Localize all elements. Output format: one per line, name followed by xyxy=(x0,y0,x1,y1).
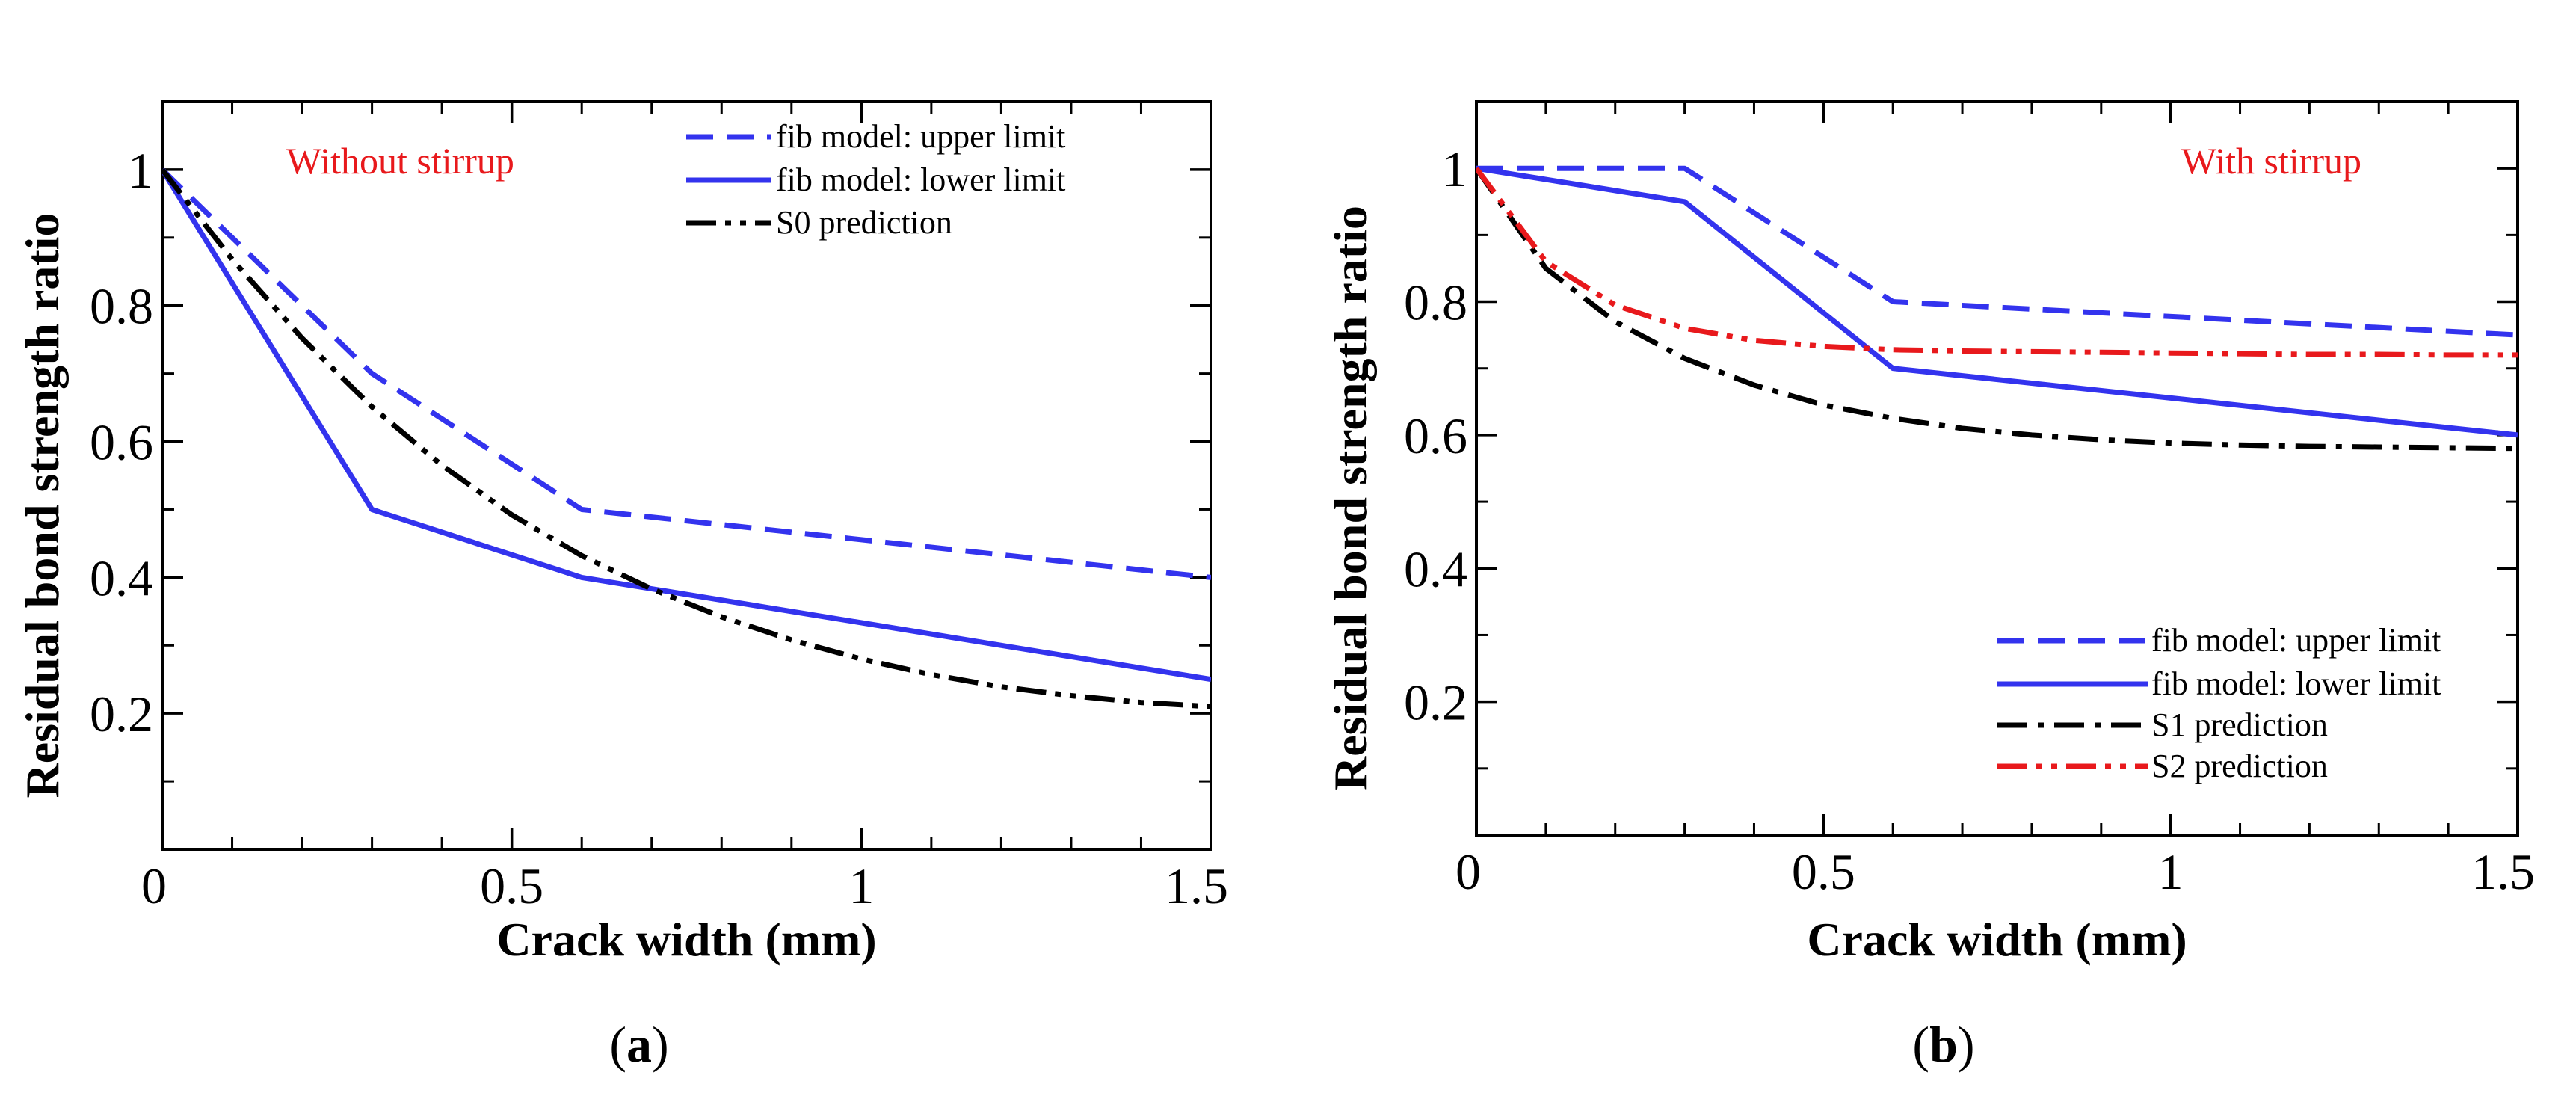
plot-frame-b xyxy=(1475,100,2519,837)
y-tick-label: 0.6 xyxy=(90,414,153,471)
series-line-s2-prediction xyxy=(1476,167,2518,358)
x-tick-label: 0.5 xyxy=(1792,843,1855,900)
panel-label-close-paren: ) xyxy=(1958,1016,1975,1073)
x-axis-title: Crack width (mm) xyxy=(1807,913,2187,966)
legend-label: fib model: upper limit xyxy=(2151,622,2441,659)
y-tick-label: 0.8 xyxy=(90,278,153,335)
legend-a: fib model: upper limit fib model: lower l… xyxy=(686,118,1065,241)
legend-label: fib model: upper limit xyxy=(776,118,1065,155)
y-axis-title: Residual bond strength ratio xyxy=(16,213,69,798)
series-line-s0-prediction xyxy=(162,167,1211,709)
panel-label-close-paren: ) xyxy=(652,1016,669,1073)
y-tick-label: 0.8 xyxy=(1404,274,1467,331)
y-tick-label: 1 xyxy=(128,142,153,199)
x-tick-label: 1 xyxy=(848,858,874,914)
x-tick-label: 1.5 xyxy=(1165,858,1228,914)
series-line-fib-model-upper-limit xyxy=(1476,165,2518,338)
panel-label-letter: b xyxy=(1929,1016,1958,1073)
legend-label: fib model: lower limit xyxy=(2151,665,2441,702)
panel-label: (a) xyxy=(609,1016,668,1073)
x-tick-label: 0 xyxy=(141,858,167,914)
legend-label: S0 prediction xyxy=(776,204,952,241)
y-tick-label: 0.2 xyxy=(1404,674,1467,731)
legend-label: fib model: lower limit xyxy=(776,161,1065,198)
y-tick-label: 0.2 xyxy=(90,686,153,742)
x-tick-label: 1.5 xyxy=(2471,843,2535,900)
panel-label: (b) xyxy=(1912,1016,1974,1073)
panel-label-open-paren: ( xyxy=(1912,1016,1929,1073)
chart-panel-b: 0 0.5 1 1.5 0.2 0.4 0.6 0.8 1 Crack width (mm) Res… xyxy=(1324,100,2535,1073)
series-line-fib-model-lower-limit xyxy=(1476,165,2518,438)
y-axis-title: Residual bond strength ratio xyxy=(1324,206,1377,791)
x-tick-label: 1 xyxy=(2158,843,2184,900)
panel-label-letter: a xyxy=(626,1016,652,1073)
x-tick-label: 0.5 xyxy=(480,858,543,914)
panel-annotation: Without stirrup xyxy=(286,140,514,182)
y-tick-label: 0.6 xyxy=(1404,407,1467,464)
series-line-fib-model-lower-limit xyxy=(162,168,1211,683)
panel-annotation: With stirrup xyxy=(2181,140,2361,182)
legend-label: S2 prediction xyxy=(2151,748,2328,784)
x-tick-label: 0 xyxy=(1455,843,1481,900)
y-tick-label: 1 xyxy=(1442,141,1467,197)
y-tick-label: 0.4 xyxy=(1404,541,1467,597)
series-line-fib-model-upper-limit xyxy=(162,167,1211,580)
plot-frame-a xyxy=(161,100,1212,851)
legend-b: fib model: upper limit fib model: lower l… xyxy=(1997,622,2441,784)
legend-label: S1 prediction xyxy=(2151,706,2328,743)
y-tick-label: 0.4 xyxy=(90,550,153,606)
series-line-s1-prediction xyxy=(1476,167,2518,452)
panel-label-open-paren: ( xyxy=(609,1016,626,1073)
x-axis-title: Crack width (mm) xyxy=(496,913,876,966)
